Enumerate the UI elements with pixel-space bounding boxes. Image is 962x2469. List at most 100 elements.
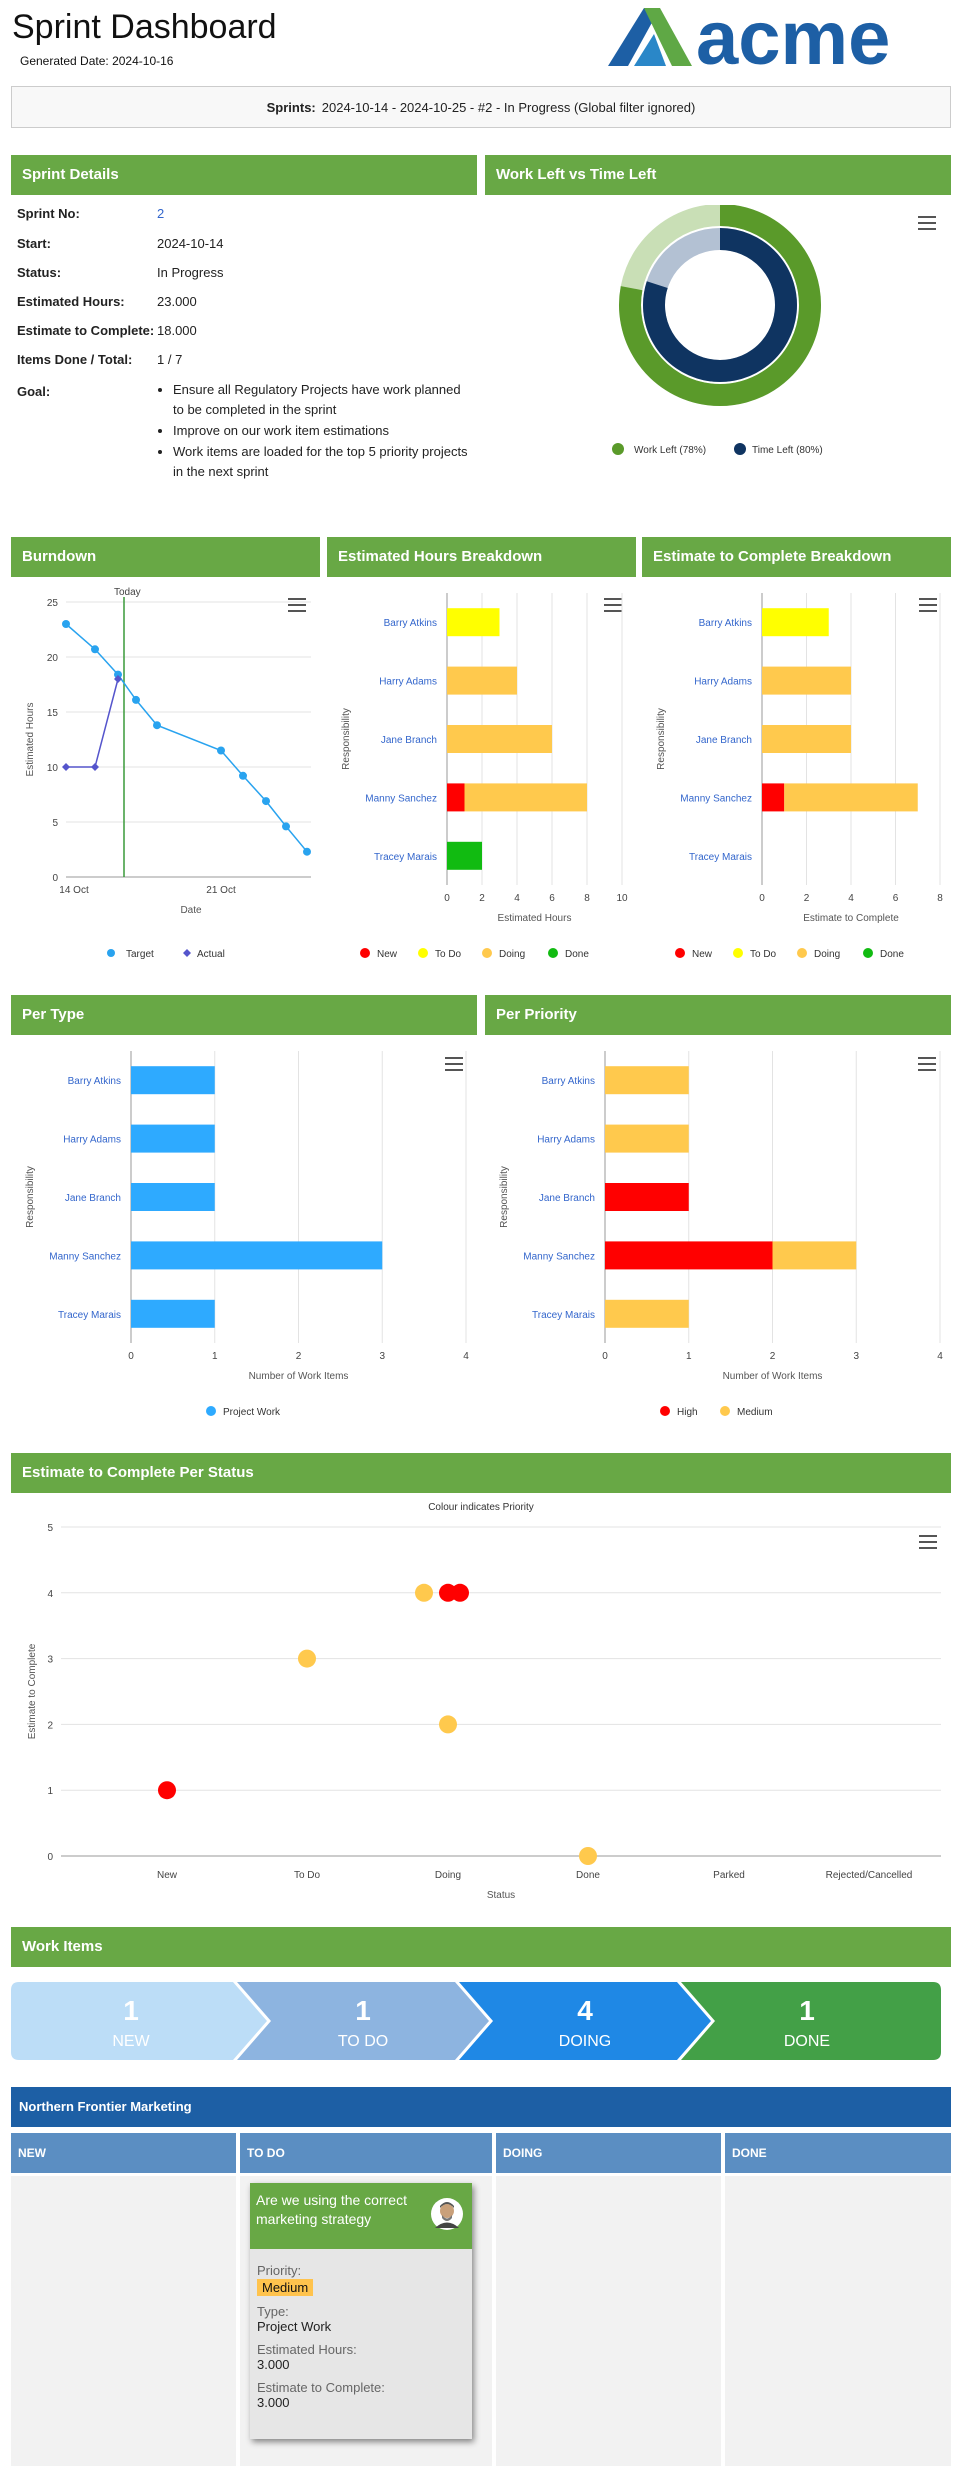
legend-label: Medium	[737, 1407, 773, 1418]
work-left-arc	[619, 205, 821, 406]
chart-menu-icon[interactable]	[288, 598, 306, 612]
x-tick: 1	[212, 1351, 218, 1362]
bar	[131, 1241, 383, 1270]
x-tick: 4	[463, 1351, 469, 1362]
bar	[762, 783, 785, 812]
x-tick: 3	[379, 1351, 385, 1362]
kanban-lane-new	[11, 2176, 236, 2466]
kanban-group-header[interactable]: Northern Frontier Marketing	[11, 2087, 951, 2127]
category-label: Harry Adams	[694, 677, 752, 688]
y-axis-title: Responsibility	[499, 1166, 510, 1228]
chart-menu-icon[interactable]	[919, 1535, 937, 1549]
goal-list: Ensure all Regulatory Projects have work…	[173, 380, 473, 483]
detail-value: 2024-10-14	[157, 236, 224, 251]
legend-time-dot	[734, 443, 746, 455]
scatter-point	[158, 1781, 176, 1800]
kanban-col-doing: DOING	[496, 2133, 721, 2173]
category-label: Tracey Marais	[532, 1310, 595, 1321]
per-priority-chart: 0 1 2 3 4 Barry Atkins Harry Adams Jane Branch M…	[499, 1051, 943, 1418]
x-tick: Doing	[435, 1870, 461, 1881]
generated-date: Generated Date: 2024-10-16	[20, 54, 173, 68]
y-tick: 25	[47, 598, 59, 609]
bar	[447, 783, 465, 812]
target-point	[114, 670, 122, 679]
y-tick: 0	[47, 1852, 53, 1863]
legend-marker	[206, 1406, 216, 1416]
category-label: Manny Sanchez	[365, 793, 437, 804]
chart-menu-icon[interactable]	[919, 598, 937, 612]
legend-label: High	[677, 1407, 698, 1418]
x-tick: 0	[602, 1351, 608, 1362]
goal-label: Goal:	[17, 384, 51, 399]
target-point	[282, 822, 290, 831]
legend-label: Doing	[814, 949, 840, 960]
detail-value[interactable]: 2	[157, 206, 165, 221]
stage-chevron-new	[11, 1982, 267, 2060]
category-label: Tracey Marais	[689, 852, 752, 863]
scatter-point	[298, 1649, 316, 1668]
x-tick: 2	[804, 893, 810, 904]
legend-marker	[360, 948, 370, 958]
x-axis-title: Date	[180, 905, 202, 916]
x-tick: 2	[770, 1351, 776, 1362]
x-tick: 4	[514, 893, 520, 904]
y-tick: 0	[52, 873, 58, 884]
work-item-card[interactable]: Are we using the correct marketing strat…	[250, 2183, 472, 2439]
chart-menu-icon[interactable]	[604, 598, 622, 612]
bar	[447, 725, 552, 753]
etc-status-scatter: Colour indicates Priority 0 1 2 3 4 5 New To Do D…	[27, 1502, 941, 1901]
generated-label: Generated Date:	[20, 54, 109, 68]
stage-chevron-doing	[459, 1982, 711, 2060]
work-items-heading: Work Items	[11, 1927, 951, 1967]
etc-label: Estimate to Complete:	[257, 2380, 385, 2395]
category-label: Harry Adams	[379, 677, 437, 688]
category-label: Harry Adams	[537, 1135, 595, 1146]
chart-menu-icon[interactable]	[918, 216, 936, 230]
x-tick: 1	[686, 1351, 692, 1362]
avatar	[431, 2198, 463, 2230]
x-axis-title: Number of Work Items	[249, 1371, 349, 1382]
detail-value: 23.000	[157, 294, 197, 309]
legend-marker	[482, 948, 492, 958]
scatter-point	[579, 1847, 597, 1865]
target-point	[62, 620, 70, 628]
x-axis-title: Estimated Hours	[498, 913, 572, 924]
chart-menu-icon[interactable]	[445, 1057, 463, 1071]
bar	[131, 1066, 215, 1095]
logo-text: acme	[696, 4, 890, 76]
stage-chevron-done	[681, 1982, 941, 2060]
detail-value: In Progress	[157, 265, 224, 280]
kanban-lane-doing	[496, 2176, 721, 2466]
legend-actual: Actual	[197, 949, 225, 960]
category-label: Jane Branch	[381, 735, 437, 746]
stage-label: TO DO	[338, 2033, 388, 2050]
legend-marker	[720, 1406, 730, 1416]
y-axis-title: Responsibility	[656, 708, 667, 770]
bar	[784, 783, 918, 812]
x-axis-title: Status	[487, 1890, 515, 1901]
x-tick: 0	[128, 1351, 134, 1362]
y-tick: 15	[47, 708, 59, 719]
acme-logo: acme	[608, 4, 890, 76]
sprint-details-heading: Sprint Details	[11, 155, 477, 195]
target-point	[239, 771, 247, 780]
kanban-col-todo: TO DO	[240, 2133, 492, 2173]
target-point	[153, 721, 161, 730]
work-item-stages: 1 NEW 1 TO DO 4 DOING 1 DONE	[11, 1982, 941, 2060]
estimated-hours-chart: 0 2 4 6 8 10 Barry Atkins Harry Adams Jane Branc…	[341, 593, 628, 960]
chart-menu-icon[interactable]	[918, 1057, 936, 1071]
y-tick: 10	[47, 763, 59, 774]
detail-label: Start:	[17, 236, 51, 251]
legend-marker	[660, 1406, 670, 1416]
bar	[762, 725, 851, 753]
legend-time-left: Time Left (80%)	[752, 445, 823, 456]
y-tick: 1	[47, 1786, 53, 1797]
priority-label: Priority:	[257, 2263, 302, 2278]
kanban-col-done: DONE	[725, 2133, 951, 2173]
card-header: Are we using the correct marketing strat…	[250, 2183, 472, 2249]
x-axis-title: Estimate to Complete	[803, 913, 899, 924]
sprint-filter[interactable]: Sprints: 2024-10-14 - 2024-10-25 - #2 - …	[11, 86, 951, 128]
legend-label: To Do	[435, 949, 462, 960]
x-tick: 8	[584, 893, 590, 904]
category-label: Jane Branch	[65, 1193, 121, 1204]
